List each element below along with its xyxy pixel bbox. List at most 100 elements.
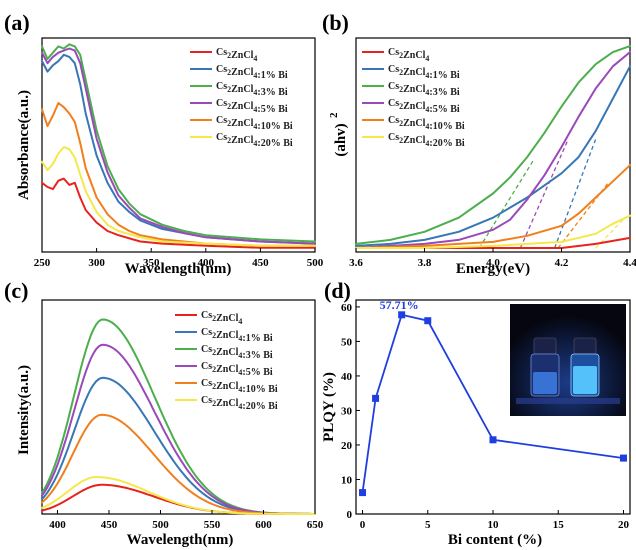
legend-label: Cs2ZnCl4 xyxy=(201,310,242,326)
legend-label: Cs2ZnCl4:5% Bi xyxy=(388,98,460,115)
legend-label: Cs2ZnCl4:3% Bi xyxy=(388,81,460,98)
plqy-point xyxy=(372,394,380,402)
legend-label: Cs2ZnCl4:3% Bi xyxy=(216,81,288,98)
panel-c: (c) 400 450 500 550 600 650 Cs2ZnCl4Cs2ZnCl4:… xyxy=(4,278,324,548)
series-line xyxy=(41,177,316,249)
x-tick-label: 4.4 xyxy=(623,257,636,269)
x-tick-label: 400 xyxy=(49,519,66,531)
legend-label: Cs2ZnCl4 xyxy=(216,47,257,63)
x-tick-label: 4.0 xyxy=(486,257,500,269)
panel-d-plot xyxy=(359,311,627,497)
panel-d-xlabel: Bi content (%) xyxy=(448,532,542,548)
vial-left-liquid xyxy=(533,372,557,394)
x-tick-label: 650 xyxy=(307,519,324,531)
x-tick-label: 15 xyxy=(553,519,565,531)
x-tick-label: 250 xyxy=(34,257,51,269)
x-tick-label: 500 xyxy=(152,519,169,531)
series-line xyxy=(41,102,316,247)
plqy-point xyxy=(398,311,406,319)
series-line xyxy=(355,45,631,245)
series-line xyxy=(41,146,316,247)
panel-a-ylabel: Absorbance(a.u.) xyxy=(16,90,32,200)
x-tick-label: 450 xyxy=(252,257,269,269)
legend-label: Cs2ZnCl4:1% Bi xyxy=(216,64,288,81)
x-tick-label: 3.6 xyxy=(349,257,363,269)
panel-a-letter: (a) xyxy=(4,10,30,35)
y-tick-label: 50 xyxy=(341,336,353,348)
plqy-point xyxy=(489,436,497,444)
series-line xyxy=(41,413,316,515)
plqy-point xyxy=(359,489,367,497)
series-line xyxy=(355,164,631,249)
legend-label: Cs2ZnCl4:20% Bi xyxy=(216,132,293,149)
x-tick-label: 350 xyxy=(143,257,160,269)
x-tick-label: 20 xyxy=(618,519,630,531)
tangent-line xyxy=(554,138,597,249)
panel-a: (a) 250 300 350 400 450 500 Cs2ZnCl4Cs2ZnCl4:… xyxy=(4,10,324,277)
panel-b-tangent-lines xyxy=(478,138,624,249)
panel-b-letter: (b) xyxy=(322,10,349,35)
x-tick-label: 4.2 xyxy=(555,257,569,269)
tangent-line xyxy=(478,158,535,249)
panel-c-ticks: 400 450 500 550 600 650 xyxy=(49,510,324,531)
legend-label: Cs2ZnCl4 xyxy=(388,47,429,63)
legend-label: Cs2ZnCl4:3% Bi xyxy=(201,344,273,361)
panel-b-ticks: 3.6 3.8 4.0 4.2 4.4 xyxy=(349,248,636,269)
x-tick-label: 5 xyxy=(425,519,431,531)
legend-label: Cs2ZnCl4:20% Bi xyxy=(388,132,465,149)
x-tick-label: 500 xyxy=(307,257,324,269)
panel-c-frame xyxy=(41,299,316,515)
panel-a-ticks: 250 300 350 400 450 500 xyxy=(34,248,324,269)
x-tick-label: 0 xyxy=(360,519,366,531)
x-tick-label: 600 xyxy=(255,519,272,531)
plqy-point xyxy=(424,317,432,325)
y-tick-label: 30 xyxy=(341,405,353,417)
y-tick-label: 0 xyxy=(347,509,353,521)
legend-label: Cs2ZnCl4:1% Bi xyxy=(388,64,460,81)
panel-d-inset-photo xyxy=(510,304,626,416)
legend-label: Cs2ZnCl4:10% Bi xyxy=(216,115,293,132)
panel-c-letter: (c) xyxy=(4,278,28,303)
x-tick-label: 400 xyxy=(198,257,215,269)
panel-d: (d) 0 5 10 15 20 0 10 20 30 40 50 60 57.71% Bi cont… xyxy=(321,278,631,548)
series-line xyxy=(355,65,631,247)
legend-label: Cs2ZnCl4:5% Bi xyxy=(201,361,273,378)
x-tick-label: 10 xyxy=(488,519,500,531)
panel-d-letter: (d) xyxy=(324,278,351,303)
tangent-line xyxy=(519,138,569,249)
vial-right-cap xyxy=(573,337,597,355)
plqy-point xyxy=(619,454,627,462)
panel-d-ticks: 0 5 10 15 20 0 10 20 30 40 50 60 xyxy=(341,302,629,531)
legend-label: Cs2ZnCl4:5% Bi xyxy=(216,98,288,115)
series-line xyxy=(41,483,316,515)
panel-c-xlabel: Wavelength(nm) xyxy=(127,532,234,548)
series-line xyxy=(355,51,631,249)
y-tick-label: 60 xyxy=(341,302,353,314)
panel-a-curves xyxy=(41,43,316,249)
panel-c-ylabel: Intensity(a.u.) xyxy=(16,365,32,455)
legend-label: Cs2ZnCl4:10% Bi xyxy=(388,115,465,132)
vial-right-liquid xyxy=(573,366,597,394)
y-tick-label: 20 xyxy=(341,440,353,452)
series-line xyxy=(41,47,316,245)
vial-left-cap xyxy=(533,337,557,355)
inset-glow xyxy=(510,304,626,416)
series-line xyxy=(41,43,316,243)
panel-b: (b) 3.6 3.8 4.0 4.2 4.4 Cs2ZnCl4Cs2ZnCl4:1% … xyxy=(322,10,636,277)
panel-c-curves xyxy=(41,318,316,515)
panel-a-xlabel: Wavelength(nm) xyxy=(125,261,232,277)
x-tick-label: 550 xyxy=(204,519,221,531)
panel-b-curves xyxy=(355,45,631,249)
legend-label: Cs2ZnCl4:10% Bi xyxy=(201,378,278,395)
plqy-line xyxy=(361,313,624,493)
panel-b-ylabel-superscript: 2 xyxy=(328,112,340,118)
panel-a-frame xyxy=(41,37,316,253)
panel-d-ylabel: PLQY (%) xyxy=(321,372,337,442)
panel-b-ylabel: (ahv) xyxy=(333,123,349,156)
panel-b-xlabel: Energy(eV) xyxy=(456,261,530,277)
inset-reflection xyxy=(516,398,620,404)
